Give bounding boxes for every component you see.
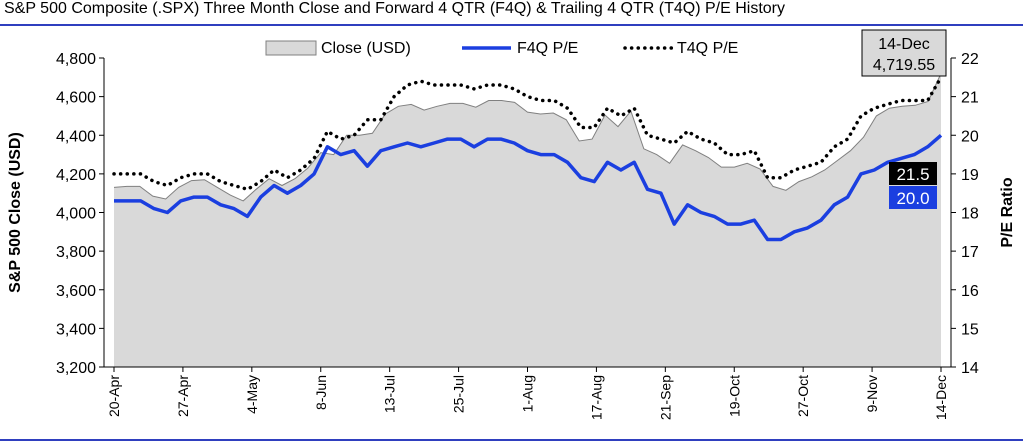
legend-f4q-label: F4Q P/E bbox=[517, 40, 578, 57]
left-y-tick-label: 4,800 bbox=[56, 51, 96, 68]
right-y-tick-label: 19 bbox=[961, 167, 979, 184]
left-y-tick-label: 4,000 bbox=[56, 206, 96, 223]
x-tick-label: 21-Sep bbox=[657, 375, 673, 420]
x-tick-label: 4-May bbox=[244, 375, 260, 414]
x-tick-label: 1-Aug bbox=[520, 375, 536, 412]
chart-title: S&P 500 Composite (.SPX) Three Month Clo… bbox=[4, 0, 785, 17]
f4q-value-label-box bbox=[889, 186, 937, 209]
left-y-tick-label: 4,600 bbox=[56, 90, 96, 107]
t4q-pe-line bbox=[112, 75, 943, 192]
left-y-tick-label: 4,200 bbox=[56, 167, 96, 184]
x-tick-label: 25-Jul bbox=[451, 375, 467, 413]
x-tick-label: 17-Aug bbox=[588, 375, 604, 420]
right-y-tick-label: 18 bbox=[961, 206, 979, 223]
left-y-tick-label: 3,400 bbox=[56, 321, 96, 338]
right-y-tick-label: 20 bbox=[961, 128, 979, 145]
x-tick-label: 20-Apr bbox=[106, 375, 122, 417]
right-y-tick-label: 22 bbox=[961, 51, 979, 68]
left-y-tick-label: 3,200 bbox=[56, 360, 96, 377]
right-y-tick-label: 17 bbox=[961, 244, 979, 261]
left-axis-title: S&P 500 Close (USD) bbox=[7, 132, 24, 293]
close-callout-box bbox=[861, 29, 947, 77]
x-tick-label: 13-Jul bbox=[382, 375, 398, 413]
t4q-value-label: 21.5 bbox=[896, 165, 929, 184]
x-tick-label: 8-Jun bbox=[313, 375, 329, 410]
close-callout-value: 4,719.55 bbox=[873, 57, 935, 74]
close-area-outline bbox=[113, 73, 942, 202]
left-y-tick-label: 3,800 bbox=[56, 244, 96, 261]
right-y-tick-label: 21 bbox=[961, 90, 979, 107]
right-y-tick-label: 14 bbox=[961, 360, 979, 377]
f4q-value-label: 20.0 bbox=[896, 189, 929, 208]
t4q-value-label-box bbox=[889, 162, 937, 185]
bottom-rule bbox=[0, 439, 1023, 441]
left-y-tick-label: 4,400 bbox=[56, 128, 96, 145]
left-y-tick-label: 3,600 bbox=[56, 283, 96, 300]
x-tick-label: 19-Oct bbox=[726, 375, 742, 417]
close-area-fill bbox=[114, 73, 941, 367]
right-y-tick-label: 16 bbox=[961, 283, 979, 300]
close-callout-date: 14-Dec bbox=[878, 36, 930, 53]
legend-t4q-label: T4Q P/E bbox=[677, 40, 738, 57]
x-tick-label: 27-Apr bbox=[175, 375, 191, 417]
legend-close-swatch bbox=[265, 40, 317, 56]
right-y-tick-label: 15 bbox=[961, 321, 979, 338]
x-tick-label: 27-Oct bbox=[795, 375, 811, 417]
x-tick-label: 9-Nov bbox=[864, 375, 880, 412]
top-rule bbox=[0, 24, 1023, 26]
right-axis-title: P/E Ratio bbox=[999, 177, 1016, 247]
x-tick-label: 14-Dec bbox=[933, 375, 949, 420]
f4q-pe-line bbox=[114, 133, 943, 242]
legend-close-label: Close (USD) bbox=[321, 40, 411, 57]
